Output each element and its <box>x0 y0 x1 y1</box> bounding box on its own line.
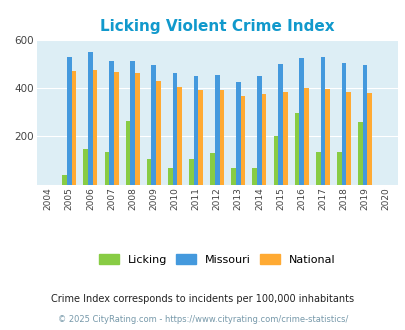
Bar <box>324 89 329 185</box>
Bar <box>357 122 362 185</box>
Bar <box>219 90 224 185</box>
Bar <box>151 65 156 185</box>
Bar <box>198 90 202 185</box>
Bar <box>240 96 245 185</box>
Bar <box>261 94 266 185</box>
Bar <box>214 75 219 185</box>
Bar <box>235 82 240 185</box>
Bar <box>189 159 193 185</box>
Bar <box>156 81 160 185</box>
Bar <box>104 152 109 185</box>
Bar <box>135 74 139 185</box>
Bar <box>231 168 235 185</box>
Bar <box>362 65 367 185</box>
Bar <box>177 87 181 185</box>
Bar <box>126 121 130 185</box>
Bar <box>256 76 261 185</box>
Bar <box>252 168 256 185</box>
Bar <box>130 61 135 185</box>
Bar <box>172 74 177 185</box>
Bar <box>113 72 118 185</box>
Bar <box>277 64 282 185</box>
Bar <box>83 148 88 185</box>
Bar <box>320 56 324 185</box>
Bar <box>298 58 303 185</box>
Bar <box>303 88 308 185</box>
Text: Crime Index corresponds to incidents per 100,000 inhabitants: Crime Index corresponds to incidents per… <box>51 294 354 304</box>
Legend: Licking, Missouri, National: Licking, Missouri, National <box>99 254 335 265</box>
Bar <box>341 63 345 185</box>
Bar <box>273 136 277 185</box>
Bar <box>62 175 67 185</box>
Bar <box>92 70 97 185</box>
Bar <box>282 92 287 185</box>
Bar <box>345 92 350 185</box>
Bar <box>315 152 320 185</box>
Bar <box>109 61 113 185</box>
Bar <box>193 76 198 185</box>
Bar <box>336 152 341 185</box>
Bar <box>294 114 298 185</box>
Title: Licking Violent Crime Index: Licking Violent Crime Index <box>100 19 334 34</box>
Bar <box>147 159 151 185</box>
Bar <box>71 71 76 185</box>
Bar <box>168 168 172 185</box>
Text: © 2025 CityRating.com - https://www.cityrating.com/crime-statistics/: © 2025 CityRating.com - https://www.city… <box>58 315 347 324</box>
Bar <box>88 52 92 185</box>
Bar <box>67 56 71 185</box>
Bar <box>210 153 214 185</box>
Bar <box>367 93 371 185</box>
